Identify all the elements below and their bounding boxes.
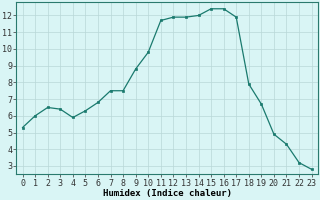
X-axis label: Humidex (Indice chaleur): Humidex (Indice chaleur) [103,189,232,198]
